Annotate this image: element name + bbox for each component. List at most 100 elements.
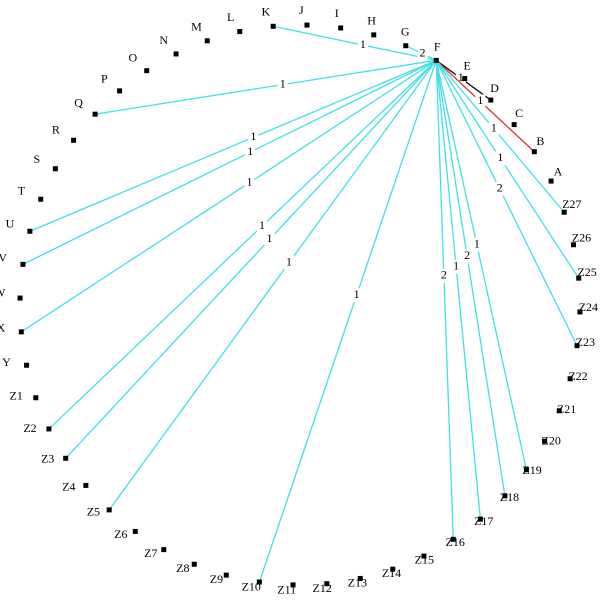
node	[106, 507, 112, 513]
node	[204, 38, 210, 44]
node-label: Z27	[562, 197, 581, 211]
edge-weight: 1	[259, 218, 265, 232]
node-label: Y	[2, 355, 11, 369]
edge-label-bg	[351, 288, 362, 303]
node	[488, 97, 494, 103]
node-label: Z4	[62, 479, 75, 493]
node	[338, 25, 344, 31]
node-label: Q	[74, 95, 83, 109]
node	[71, 137, 77, 143]
node-label: Z8	[176, 561, 189, 575]
node	[24, 362, 30, 368]
edge-label-bg	[495, 151, 506, 166]
node-label: Z14	[382, 566, 401, 580]
node	[477, 516, 483, 522]
node	[237, 29, 243, 35]
edge	[435, 59, 565, 213]
edge-label-bg	[417, 46, 428, 61]
edge-weight: 1	[491, 120, 497, 134]
node	[324, 581, 330, 587]
node-label: Z2	[23, 421, 36, 435]
node-label: R	[52, 122, 60, 136]
node	[548, 178, 554, 184]
node-label: N	[159, 33, 168, 47]
node	[144, 68, 150, 74]
node	[33, 395, 39, 401]
edge-weight: 2	[420, 46, 426, 60]
edge	[435, 60, 482, 520]
node-label: A	[554, 165, 563, 179]
node	[38, 196, 44, 202]
node-label: Z21	[557, 402, 576, 416]
edge-label-bg	[357, 38, 368, 53]
node	[511, 122, 517, 128]
node-label: D	[490, 81, 499, 95]
node-label: Z25	[577, 265, 596, 279]
node	[92, 111, 98, 117]
node	[390, 566, 396, 572]
edge	[29, 59, 437, 232]
edge-label-bg	[256, 219, 267, 234]
node	[27, 228, 33, 234]
node	[117, 88, 123, 94]
edge	[65, 59, 437, 459]
node-label: O	[128, 50, 137, 64]
edge	[48, 59, 437, 430]
edge-label-bg	[264, 232, 275, 247]
edge-weight: 1	[250, 129, 256, 143]
node-label: Z17	[474, 514, 493, 528]
node-label: Z10	[242, 579, 261, 593]
node-label: Z11	[277, 582, 296, 596]
node-label: S	[33, 152, 40, 166]
node	[576, 275, 582, 281]
node	[161, 547, 167, 553]
edge	[108, 59, 437, 511]
node-label: V	[0, 251, 7, 265]
node	[462, 76, 468, 82]
node	[20, 261, 26, 267]
edge	[20, 59, 437, 333]
node-label: W	[0, 286, 6, 300]
node-label: K	[261, 4, 270, 18]
node-label: I	[335, 6, 339, 20]
node-label: Z23	[576, 335, 595, 349]
edge-label-bg	[244, 175, 255, 190]
node-label: L	[227, 10, 234, 24]
edge-label-bg	[438, 268, 449, 283]
edge-label-bg	[488, 121, 499, 136]
node	[46, 426, 52, 432]
edge-label-bg	[455, 71, 466, 86]
edge-weight: 1	[354, 287, 360, 301]
edge-weight: 1	[474, 236, 480, 250]
edge-weight: 1	[477, 93, 483, 107]
node	[132, 528, 138, 534]
edge-label-bg	[245, 145, 256, 160]
edge	[94, 59, 437, 115]
node-label: T	[18, 183, 26, 197]
node	[270, 23, 276, 29]
edge	[435, 60, 580, 279]
edge-weight: 1	[280, 76, 286, 90]
node-label: G	[401, 25, 410, 39]
edge-label-bg	[248, 130, 259, 145]
edge	[435, 60, 454, 540]
node	[18, 329, 24, 335]
node	[421, 553, 427, 559]
node	[542, 438, 548, 444]
node-label: Z1	[10, 389, 23, 403]
edge-label-bg	[475, 94, 486, 109]
node	[290, 582, 296, 588]
node	[502, 493, 508, 499]
edge-weight: 1	[247, 174, 253, 188]
node	[357, 575, 363, 581]
edge-label-bg	[494, 181, 505, 196]
edge-weight: 1	[453, 259, 459, 273]
node-label: Z5	[87, 505, 100, 519]
node-label: Z6	[114, 527, 127, 541]
node	[83, 482, 89, 488]
edge-weight: 1	[286, 254, 292, 268]
node-label: Z16	[445, 535, 464, 549]
node	[450, 536, 456, 542]
